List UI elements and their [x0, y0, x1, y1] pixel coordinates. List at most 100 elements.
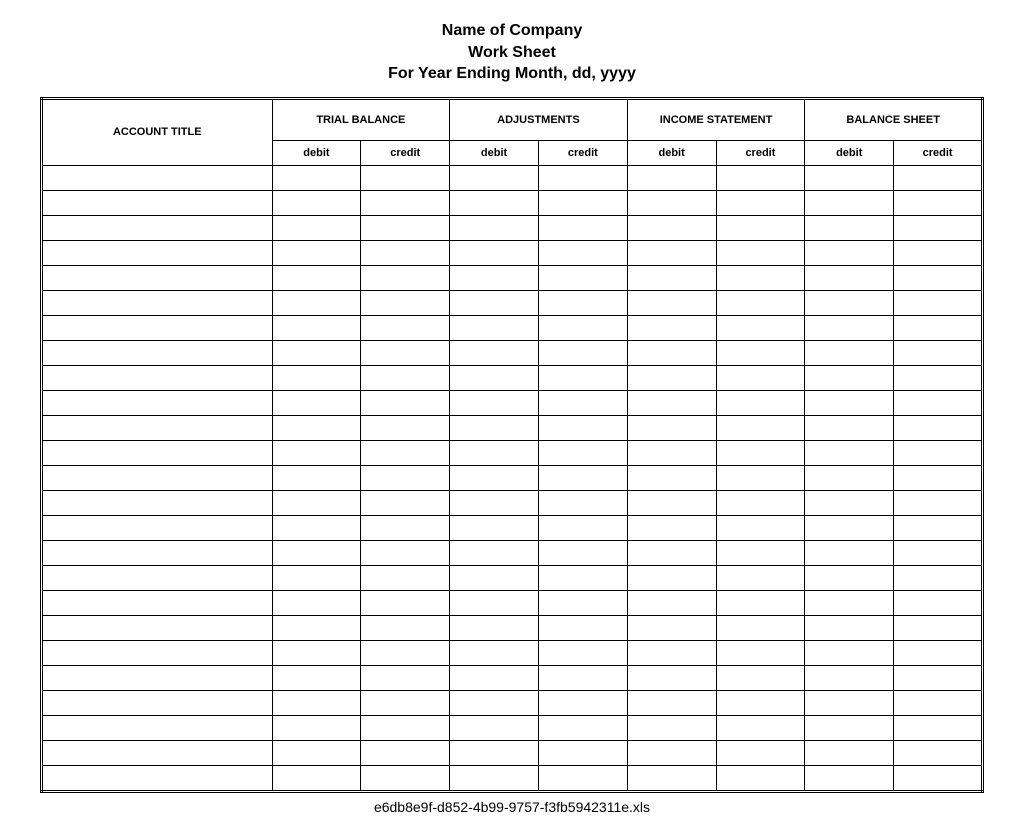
table-cell — [538, 490, 627, 515]
table-cell — [450, 215, 539, 240]
table-cell — [450, 190, 539, 215]
table-cell — [627, 390, 716, 415]
table-cell — [716, 215, 805, 240]
table-cell — [627, 340, 716, 365]
table-cell — [805, 465, 894, 490]
table-cell — [716, 590, 805, 615]
table-cell — [361, 690, 450, 715]
table-cell — [361, 565, 450, 590]
table-cell — [805, 640, 894, 665]
table-cell — [272, 190, 361, 215]
table-cell — [272, 265, 361, 290]
table-cell — [716, 390, 805, 415]
table-row — [42, 740, 983, 765]
table-cell — [805, 365, 894, 390]
table-cell — [627, 515, 716, 540]
table-cell — [272, 215, 361, 240]
table-cell — [361, 640, 450, 665]
table-cell — [805, 265, 894, 290]
table-row — [42, 690, 983, 715]
table-cell — [272, 465, 361, 490]
table-cell — [42, 340, 273, 365]
table-cell — [627, 440, 716, 465]
table-cell — [361, 740, 450, 765]
table-cell — [716, 440, 805, 465]
table-cell — [805, 690, 894, 715]
table-cell — [894, 565, 983, 590]
table-cell — [538, 565, 627, 590]
table-cell — [450, 765, 539, 791]
table-cell — [272, 740, 361, 765]
table-cell — [42, 590, 273, 615]
table-cell — [716, 265, 805, 290]
table-cell — [538, 340, 627, 365]
table-cell — [42, 740, 273, 765]
col-bs-debit: debit — [805, 140, 894, 165]
table-cell — [538, 690, 627, 715]
table-cell — [538, 615, 627, 640]
table-cell — [361, 465, 450, 490]
table-cell — [361, 490, 450, 515]
table-cell — [361, 290, 450, 315]
table-cell — [272, 515, 361, 540]
table-cell — [805, 215, 894, 240]
table-cell — [716, 165, 805, 190]
table-cell — [450, 715, 539, 740]
table-cell — [805, 615, 894, 640]
table-cell — [716, 615, 805, 640]
table-cell — [716, 565, 805, 590]
table-cell — [450, 665, 539, 690]
table-cell — [361, 540, 450, 565]
table-row — [42, 215, 983, 240]
col-tb-credit: credit — [361, 140, 450, 165]
col-is-credit: credit — [716, 140, 805, 165]
table-cell — [450, 740, 539, 765]
table-cell — [805, 440, 894, 465]
table-cell — [361, 240, 450, 265]
table-cell — [42, 565, 273, 590]
table-cell — [716, 540, 805, 565]
table-cell — [42, 315, 273, 340]
table-cell — [361, 590, 450, 615]
table-cell — [627, 665, 716, 690]
table-cell — [538, 665, 627, 690]
table-cell — [805, 390, 894, 415]
table-cell — [627, 640, 716, 665]
table-row — [42, 615, 983, 640]
table-cell — [805, 190, 894, 215]
table-cell — [42, 190, 273, 215]
table-cell — [716, 290, 805, 315]
table-cell — [716, 415, 805, 440]
table-cell — [42, 465, 273, 490]
table-cell — [805, 240, 894, 265]
table-cell — [894, 590, 983, 615]
table-cell — [272, 490, 361, 515]
table-cell — [272, 665, 361, 690]
table-cell — [538, 265, 627, 290]
table-cell — [42, 690, 273, 715]
table-cell — [805, 740, 894, 765]
table-cell — [716, 715, 805, 740]
table-cell — [894, 290, 983, 315]
table-row — [42, 390, 983, 415]
table-row — [42, 765, 983, 791]
table-cell — [450, 265, 539, 290]
table-cell — [627, 190, 716, 215]
table-cell — [272, 640, 361, 665]
table-cell — [450, 690, 539, 715]
footer-text: e6db8e9f-d852-4b99-9757-f3fb5942311e.xls — [40, 799, 984, 815]
table-row — [42, 465, 983, 490]
table-cell — [894, 240, 983, 265]
table-cell — [272, 240, 361, 265]
col-bs-credit: credit — [894, 140, 983, 165]
table-cell — [42, 290, 273, 315]
table-cell — [450, 340, 539, 365]
table-cell — [716, 465, 805, 490]
col-tb-debit: debit — [272, 140, 361, 165]
table-cell — [42, 640, 273, 665]
table-cell — [361, 440, 450, 465]
table-cell — [894, 665, 983, 690]
table-cell — [894, 540, 983, 565]
table-cell — [894, 640, 983, 665]
table-row — [42, 365, 983, 390]
